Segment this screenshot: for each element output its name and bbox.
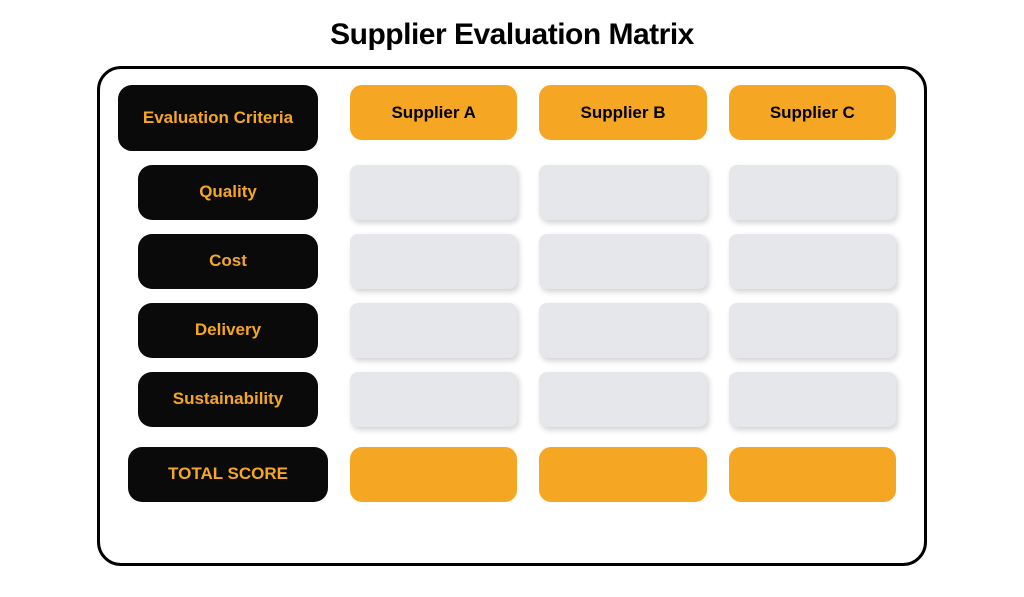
total-cell-b: [539, 447, 706, 502]
criteria-row-sustainability: Sustainability: [128, 372, 896, 427]
total-label: TOTAL SCORE: [128, 447, 328, 502]
criteria-label-quality: Quality: [138, 165, 318, 220]
criteria-row-quality: Quality: [128, 165, 896, 220]
supplier-header-b: Supplier B: [539, 85, 706, 140]
value-cell[interactable]: [350, 234, 517, 289]
supplier-header-a: Supplier A: [350, 85, 517, 140]
value-cell[interactable]: [539, 165, 706, 220]
value-cell[interactable]: [539, 303, 706, 358]
header-row: Evaluation Criteria Supplier A Supplier …: [128, 85, 896, 151]
total-cell-a: [350, 447, 517, 502]
value-cell[interactable]: [729, 165, 896, 220]
criteria-label-delivery: Delivery: [138, 303, 318, 358]
page-title: Supplier Evaluation Matrix: [330, 18, 694, 52]
supplier-header-c: Supplier C: [729, 85, 896, 140]
value-cell[interactable]: [539, 234, 706, 289]
criteria-row-delivery: Delivery: [128, 303, 896, 358]
criteria-row-cost: Cost: [128, 234, 896, 289]
criteria-label-sustainability: Sustainability: [138, 372, 318, 427]
matrix-container: Evaluation Criteria Supplier A Supplier …: [97, 66, 927, 566]
total-cell-c: [729, 447, 896, 502]
total-row: TOTAL SCORE: [128, 447, 896, 502]
value-cell[interactable]: [350, 372, 517, 427]
value-cell[interactable]: [539, 372, 706, 427]
value-cell[interactable]: [729, 372, 896, 427]
value-cell[interactable]: [350, 165, 517, 220]
criteria-header: Evaluation Criteria: [118, 85, 318, 151]
value-cell[interactable]: [350, 303, 517, 358]
value-cell[interactable]: [729, 234, 896, 289]
criteria-label-cost: Cost: [138, 234, 318, 289]
value-cell[interactable]: [729, 303, 896, 358]
